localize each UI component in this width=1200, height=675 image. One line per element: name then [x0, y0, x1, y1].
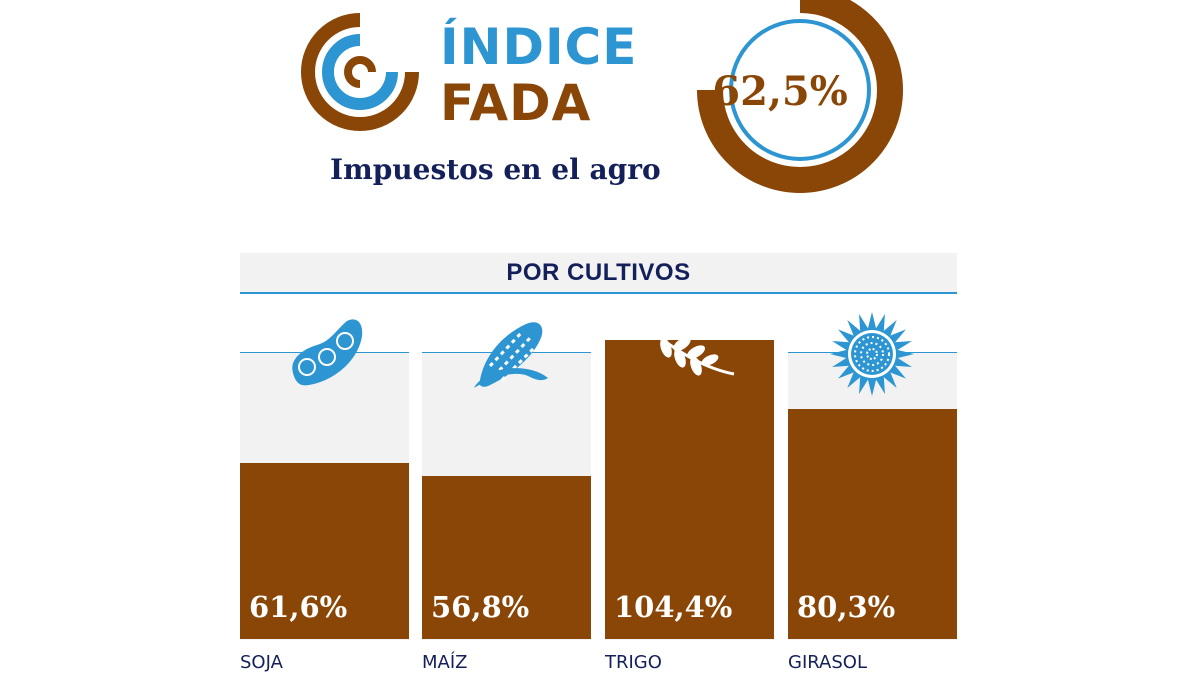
total-ring [697, 0, 903, 193]
total-ring-inner [729, 19, 871, 161]
bar-soja [240, 463, 409, 639]
chart-title: POR CULTIVOS [506, 259, 691, 286]
category-label-maiz: MAÍZ [422, 652, 468, 673]
value-label-girasol: 80,3% [797, 590, 896, 624]
category-label-trigo: TRIGO [605, 652, 662, 673]
fada-logo-icon [301, 13, 419, 131]
brand-title-line2: FADA [440, 74, 592, 132]
bar-maiz [422, 476, 591, 639]
page-subtitle: Impuestos en el agro [330, 153, 661, 186]
corn-cob-icon [474, 322, 548, 388]
wheat-icon [645, 324, 735, 376]
soy-pod-icon [292, 319, 363, 386]
total-ring-arc [697, 0, 903, 193]
category-label-soja: SOJA [240, 652, 283, 673]
category-label-girasol: GIRASOL [788, 652, 867, 673]
bar-girasol [788, 409, 957, 639]
value-label-maiz: 56,8% [431, 590, 530, 624]
section-band: POR CULTIVOS [240, 253, 957, 294]
total-value: 62,5% [712, 68, 848, 115]
bar-trigo [605, 340, 774, 639]
value-label-trigo: 104,4% [614, 590, 733, 624]
value-label-soja: 61,6% [249, 590, 348, 624]
sunflower-icon [830, 312, 914, 396]
brand-title-line1: ÍNDICE [440, 18, 638, 76]
